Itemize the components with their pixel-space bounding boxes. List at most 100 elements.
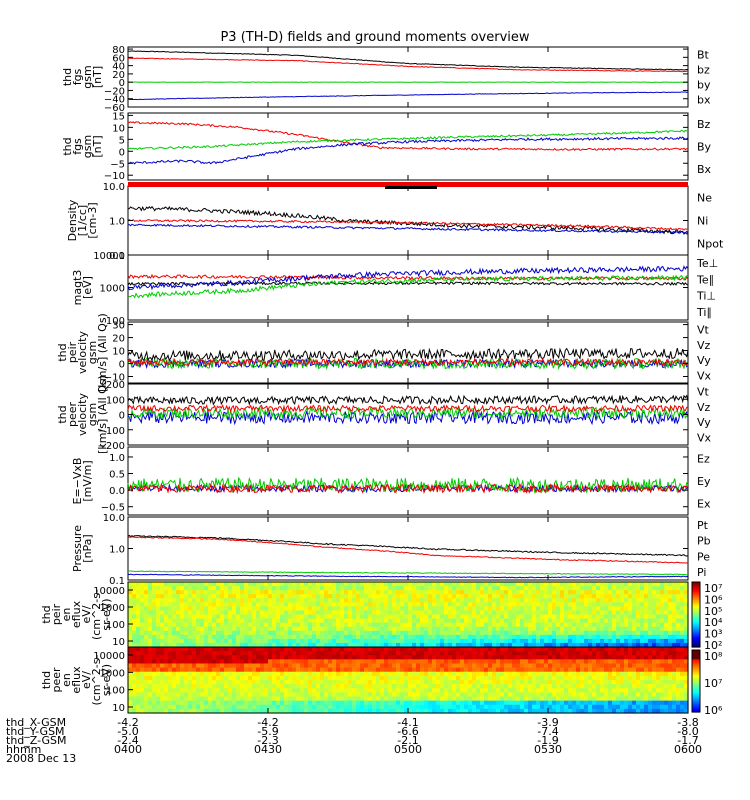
spectrogram-cell [404, 708, 409, 714]
spectrogram-cell [312, 651, 317, 656]
spectrogram-cell [456, 642, 461, 648]
colorbar-cell [692, 588, 700, 591]
spectrogram-cell [680, 630, 685, 636]
spectrogram-cell [244, 675, 249, 681]
spectrogram-cell [304, 667, 309, 673]
spectrogram-cell [448, 675, 453, 681]
spectrogram-cell [232, 642, 237, 648]
spectrogram-cell [328, 638, 333, 644]
spectrogram-cell [244, 598, 249, 603]
spectrogram-cell [544, 700, 549, 706]
spectrogram-cell [456, 626, 461, 632]
spectrogram-cell [312, 680, 317, 685]
spectrogram-cell [136, 671, 141, 677]
spectrogram-cell [440, 651, 445, 656]
spectrogram-cell [412, 671, 417, 677]
spectrogram-cell [440, 626, 445, 632]
spectrogram-cell [344, 602, 349, 607]
spectrogram-cell [568, 700, 573, 706]
spectrogram-cell [236, 614, 241, 620]
spectrogram-cell [492, 647, 497, 652]
spectrogram-cell [244, 700, 249, 706]
spectrogram-cell [396, 688, 401, 693]
spectrogram-cell [280, 626, 285, 632]
spectrogram-cell [152, 667, 157, 673]
spectrogram-cell [216, 606, 221, 612]
spectrogram-cell [288, 655, 293, 660]
spectrogram-cell [380, 688, 385, 693]
spectrogram-cell [416, 586, 421, 591]
spectrogram-cell [644, 602, 649, 607]
spectrogram-cell [340, 586, 345, 591]
spectrogram-cell [664, 651, 669, 656]
spectrogram-cell [556, 704, 561, 710]
spectrogram-cell [208, 692, 213, 698]
spectrogram-cell [520, 606, 525, 612]
spectrogram-cell [144, 692, 149, 698]
spectrogram-cell [348, 598, 353, 603]
spectrogram-cell [480, 622, 485, 628]
spectrogram-cell [536, 630, 541, 636]
spectrogram-cell [476, 696, 481, 702]
spectrogram-cell [156, 680, 161, 685]
spectrogram-cell [456, 704, 461, 710]
spectrogram-cell [532, 618, 537, 624]
spectrogram-cell [244, 622, 249, 628]
spectrogram-cell [588, 680, 593, 685]
spectrogram-cell [624, 602, 629, 607]
spectrogram-cell [672, 590, 677, 595]
spectrogram-cell [348, 663, 353, 669]
spectrogram-cell [308, 590, 313, 595]
spectrogram-cell [496, 675, 501, 681]
spectrogram-cell [680, 663, 685, 669]
spectrogram-cell [468, 626, 473, 632]
spectrogram-cell [208, 634, 213, 640]
spectrogram-cell [132, 663, 137, 669]
spectrogram-cell [508, 590, 513, 595]
spectrogram-cell [328, 602, 333, 607]
spectrogram-cell [472, 684, 477, 689]
spectrogram-cell [556, 590, 561, 595]
spectrogram-cell [576, 688, 581, 693]
spectrogram-cell [240, 614, 245, 620]
spectrogram-cell [276, 602, 281, 607]
spectrogram-cell [668, 582, 673, 587]
spectrogram-cell [504, 638, 509, 644]
spectrogram-cell [204, 667, 209, 673]
spectrogram-cell [432, 590, 437, 595]
spectrogram-cell [536, 638, 541, 644]
spectrogram-cell [548, 692, 553, 698]
spectrogram-cell [440, 598, 445, 603]
x-axis-value: 0530 [534, 743, 562, 756]
spectrogram-cell [548, 655, 553, 660]
spectrogram-cell [472, 651, 477, 656]
spectrogram-cell [412, 598, 417, 603]
spectrogram-cell [632, 667, 637, 673]
spectrogram-cell [440, 675, 445, 681]
chart-title: P3 (TH-D) fields and ground moments over… [220, 30, 529, 45]
spectrogram-cell [644, 642, 649, 648]
spectrogram-cell [512, 647, 517, 652]
spectrogram-cell [416, 590, 421, 595]
spectrogram-cell [176, 634, 181, 640]
spectrogram-cell [192, 708, 197, 714]
spectrogram-cell [520, 663, 525, 669]
spectrogram-cell [420, 647, 425, 652]
spectrogram-cell [664, 659, 669, 665]
spectrogram-cell [412, 647, 417, 652]
spectrogram-cell [196, 692, 201, 698]
spectrogram-cell [372, 680, 377, 685]
spectrogram-cell [612, 586, 617, 591]
spectrogram-cell [292, 663, 297, 669]
spectrogram-cell [536, 586, 541, 591]
spectrogram-cell [480, 634, 485, 640]
spectrogram-cell [652, 680, 657, 685]
spectrogram-cell [444, 634, 449, 640]
spectrogram-cell [236, 675, 241, 681]
spectrogram-cell [208, 586, 213, 591]
spectrogram-cell [152, 642, 157, 648]
spectrogram-cell [332, 704, 337, 710]
spectrogram-cell [208, 610, 213, 616]
colorbar-label: 10⁷ [704, 677, 722, 690]
